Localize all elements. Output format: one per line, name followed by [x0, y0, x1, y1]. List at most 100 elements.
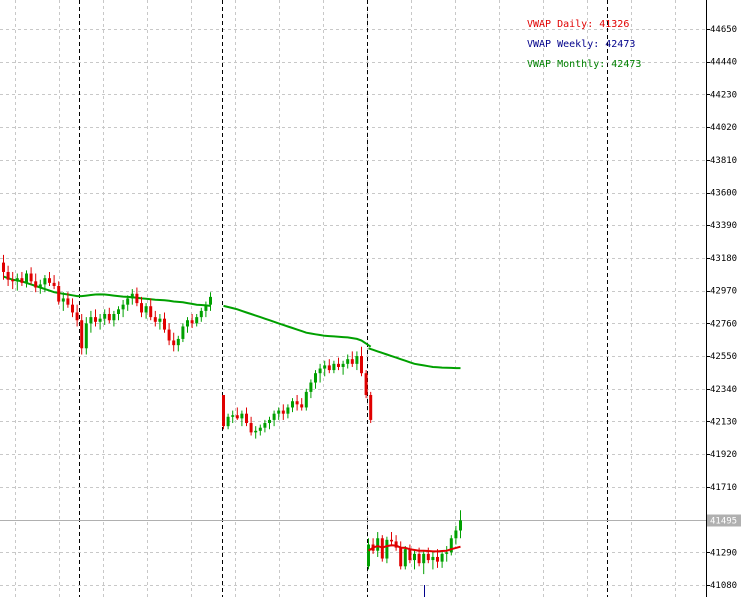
- candle-body: [48, 278, 51, 283]
- current-price-tag: [707, 514, 741, 527]
- candle-body: [222, 394, 225, 427]
- candle-body: [190, 320, 194, 324]
- candle-body: [199, 310, 203, 318]
- y-tick-label: 42760: [710, 319, 737, 329]
- y-tick-label: 41920: [710, 450, 737, 460]
- candle-body: [107, 314, 111, 321]
- candle-body: [57, 285, 61, 302]
- candle-body: [350, 359, 354, 364]
- candle-body: [422, 553, 426, 564]
- y-tick-label: 42130: [710, 417, 737, 427]
- candle-body: [71, 304, 74, 313]
- candle-body: [417, 553, 421, 564]
- candle-body: [327, 365, 331, 371]
- candle-body: [2, 262, 5, 272]
- candle-body: [459, 520, 462, 531]
- candle-body: [235, 415, 239, 419]
- candle-body: [449, 538, 453, 553]
- y-tick-label: 43810: [710, 156, 737, 166]
- y-tick-label: 44230: [710, 90, 737, 100]
- candle-body: [337, 363, 340, 367]
- candle-body: [426, 553, 430, 561]
- candle-body: [117, 309, 120, 315]
- candle-body: [263, 423, 267, 428]
- candle-body: [390, 539, 393, 542]
- candle-body: [431, 556, 435, 561]
- y-tick-label: 44020: [710, 123, 737, 133]
- candle-body: [195, 317, 199, 324]
- candle-body: [103, 314, 107, 319]
- candle-body: [300, 404, 304, 408]
- candle-body: [440, 553, 444, 562]
- candle-body: [376, 538, 380, 551]
- y-tick-label: 42340: [710, 385, 737, 395]
- candle-body: [167, 329, 171, 341]
- candle-body: [75, 312, 79, 321]
- vwap-daily-line: [367, 544, 461, 553]
- y-tick-label: 43390: [710, 221, 737, 231]
- candle-body: [209, 296, 212, 305]
- y-tick-label: 43600: [710, 189, 737, 199]
- candle-body: [249, 423, 253, 433]
- candle-body: [272, 413, 276, 420]
- y-tick-label: 44650: [710, 25, 737, 35]
- candle-body: [163, 318, 166, 330]
- candle-body: [153, 317, 157, 322]
- current-price-label: 41495: [710, 517, 737, 527]
- candle-body: [360, 356, 363, 374]
- candle-body: [445, 552, 449, 554]
- candle-body: [172, 340, 176, 346]
- candle-body: [245, 413, 248, 424]
- vwap-daily-label: VWAP Daily: 41326: [527, 19, 630, 30]
- vwap-monthly-line: [3, 275, 211, 307]
- y-tick-label: 41290: [710, 548, 737, 558]
- candle-body: [204, 304, 208, 311]
- candle-body: [130, 293, 134, 299]
- candle-body: [408, 549, 412, 561]
- candle-body: [369, 394, 373, 420]
- candle-body: [268, 419, 271, 424]
- candle-body: [413, 553, 416, 561]
- y-tick-label: 41080: [710, 581, 737, 591]
- candle-body: [364, 373, 368, 395]
- candle-body: [304, 391, 308, 408]
- y-tick-label: 41710: [710, 483, 737, 493]
- candle-body: [367, 544, 370, 567]
- candle-body: [25, 273, 28, 283]
- candle-body: [80, 320, 84, 349]
- candle-body: [84, 323, 88, 349]
- candle-body: [286, 407, 290, 414]
- candle-body: [144, 306, 148, 313]
- candle-body: [281, 410, 285, 414]
- candle-body: [454, 530, 458, 539]
- vwap-monthly-line: [223, 304, 372, 348]
- candle-body: [135, 293, 139, 304]
- candle-body: [346, 359, 350, 364]
- candle-body: [309, 382, 313, 392]
- y-tick-label: 43180: [710, 254, 737, 264]
- candle-body: [231, 415, 235, 417]
- candle-body: [158, 318, 162, 322]
- candle-body: [436, 556, 439, 562]
- candle-body: [385, 539, 389, 559]
- candle-body: [314, 373, 317, 383]
- candle-body: [29, 273, 33, 282]
- candle-body: [277, 410, 281, 414]
- candle-body: [66, 298, 70, 305]
- candle-body: [15, 278, 19, 282]
- y-tick-label: 44440: [710, 58, 737, 68]
- vwap-weekly-label: VWAP Weekly: 42473: [527, 39, 636, 50]
- candle-body: [112, 314, 116, 321]
- candle-body: [226, 416, 230, 427]
- candle-body: [394, 541, 398, 548]
- candle-body: [52, 282, 56, 286]
- candle-body: [61, 298, 65, 302]
- candle-body: [6, 271, 10, 280]
- candle-body: [295, 401, 299, 405]
- candle-body: [355, 356, 359, 364]
- candle-body: [11, 279, 15, 282]
- vwap-monthly-line: [368, 347, 461, 370]
- candle-body: [332, 363, 336, 371]
- candle-body: [254, 430, 258, 433]
